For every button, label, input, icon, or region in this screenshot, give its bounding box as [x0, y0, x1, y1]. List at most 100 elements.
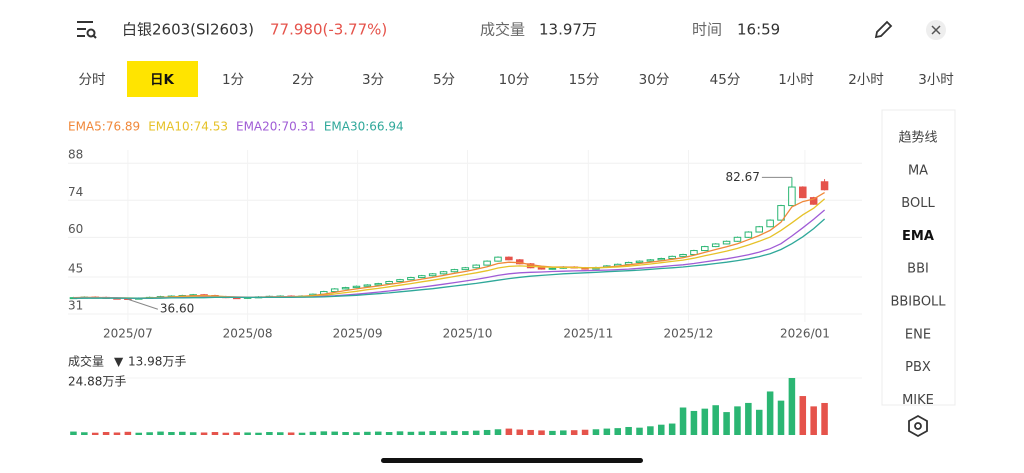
candle-body [450, 269, 459, 273]
volume-bar [690, 410, 698, 435]
volume-bar [766, 391, 774, 435]
ema-line [73, 192, 825, 299]
settings-icon[interactable] [908, 414, 928, 438]
indicator-option[interactable]: ENE [905, 327, 931, 342]
timeframe-tab[interactable]: 3小时 [918, 72, 954, 88]
timeframe-tab[interactable]: 5分 [433, 72, 455, 88]
volume-bar [255, 432, 262, 435]
candle-body [755, 226, 764, 233]
indicator-option[interactable]: BBIBOLL [890, 295, 946, 310]
volume-bar [527, 429, 534, 435]
timeframe-tab[interactable]: 45分 [710, 72, 741, 88]
volume-bar [647, 426, 654, 435]
x-tick-label: 2025/10 [443, 327, 493, 341]
indicator-option[interactable]: EMA [902, 229, 934, 244]
timeframe-tab[interactable]: 1小时 [778, 72, 814, 88]
volume-bar [146, 432, 153, 435]
candle-body [766, 219, 774, 228]
volume-bar [472, 430, 480, 435]
volume-bar [429, 431, 436, 435]
candle-body [374, 283, 383, 286]
volume-bar [396, 431, 404, 435]
indicator-option[interactable]: PBX [905, 360, 931, 375]
volume-label: 成交量 [480, 21, 525, 39]
volume-bar [483, 429, 491, 435]
timeframe-tab[interactable]: 日K [150, 72, 174, 88]
volume-bar [462, 431, 469, 435]
volume-bar [777, 400, 785, 435]
volume-bar [331, 431, 338, 435]
timeframe-tab[interactable]: 2分 [292, 72, 314, 88]
volume-bar [113, 432, 121, 435]
edit-icon[interactable] [874, 20, 893, 39]
volume-bar [222, 432, 230, 435]
timeframe-tab[interactable]: 2小时 [848, 72, 884, 88]
legend-entry: EMA10:74.53 [148, 120, 228, 134]
volume-bar [734, 406, 741, 435]
candle-body [515, 259, 524, 265]
volume-bar [668, 423, 676, 435]
time-value: 16:59 [737, 21, 780, 39]
volume-bar [494, 429, 502, 435]
volume-bar [581, 429, 589, 435]
annotation-leader [127, 298, 159, 310]
home-indicator [381, 458, 643, 463]
volume-bar [70, 431, 77, 435]
candle-body [722, 240, 731, 245]
timeframe-tab[interactable]: 3分 [362, 72, 384, 88]
volume-bar [603, 428, 611, 435]
candle-body [809, 197, 818, 205]
y-tick-label: 31 [68, 299, 83, 313]
indicator-option[interactable]: BBI [907, 262, 929, 277]
x-tick-label: 2025/08 [223, 327, 273, 341]
volume-bar [821, 402, 828, 435]
ema-line [73, 198, 826, 299]
volume-bar [418, 431, 426, 435]
candle-body [744, 231, 753, 238]
timeframe-tab[interactable]: 分时 [79, 72, 106, 88]
volume-latest: 13.98万手 [128, 355, 186, 369]
volume-title: 成交量 [68, 354, 104, 369]
candle-body [668, 255, 676, 259]
volume-bar [570, 430, 578, 435]
legend-entry: EMA30:66.94 [324, 120, 404, 134]
timeframe-tab[interactable]: 1分 [222, 72, 244, 88]
indicator-option[interactable]: 趋势线 [898, 130, 937, 146]
candle-body [635, 260, 644, 263]
candle-body [494, 256, 502, 262]
volume-bar [233, 432, 240, 435]
candle-body [330, 288, 339, 293]
y-tick-label: 24.88万手 [68, 375, 126, 389]
volume-bar [755, 409, 763, 435]
volume-bar [723, 412, 730, 435]
timeframe-tab[interactable]: 15分 [569, 72, 600, 88]
search-menu-icon[interactable] [77, 21, 97, 39]
timeframe-tab[interactable]: 10分 [499, 72, 530, 88]
volume-bar [287, 432, 295, 435]
y-tick-label: 60 [68, 222, 83, 236]
indicator-option[interactable]: MA [908, 163, 928, 178]
volume-bar [320, 431, 328, 435]
candle-body [461, 267, 470, 271]
volume-bar [788, 378, 796, 435]
indicator-option[interactable]: BOLL [901, 196, 935, 211]
volume-bar [516, 429, 524, 435]
candle-body [407, 277, 415, 281]
volume-bar [810, 406, 817, 435]
indicator-option[interactable]: MIKE [902, 393, 934, 408]
volume-bar [266, 432, 273, 435]
volume-bar [592, 429, 600, 435]
x-tick-label: 2025/09 [333, 327, 383, 341]
candle-body [439, 271, 448, 275]
legend-entry: EMA5:76.89 [68, 120, 140, 134]
timeframe-tab[interactable]: 30分 [639, 72, 670, 88]
active-tab-bg [127, 61, 198, 97]
candle-body [341, 287, 350, 290]
candle-body [505, 256, 513, 261]
volume-bar [625, 426, 632, 435]
candle-body [777, 205, 785, 221]
close-button[interactable] [926, 20, 946, 40]
volume-bar [189, 432, 197, 435]
candle-body [799, 186, 807, 199]
high-annotation: 82.67 [726, 170, 760, 184]
